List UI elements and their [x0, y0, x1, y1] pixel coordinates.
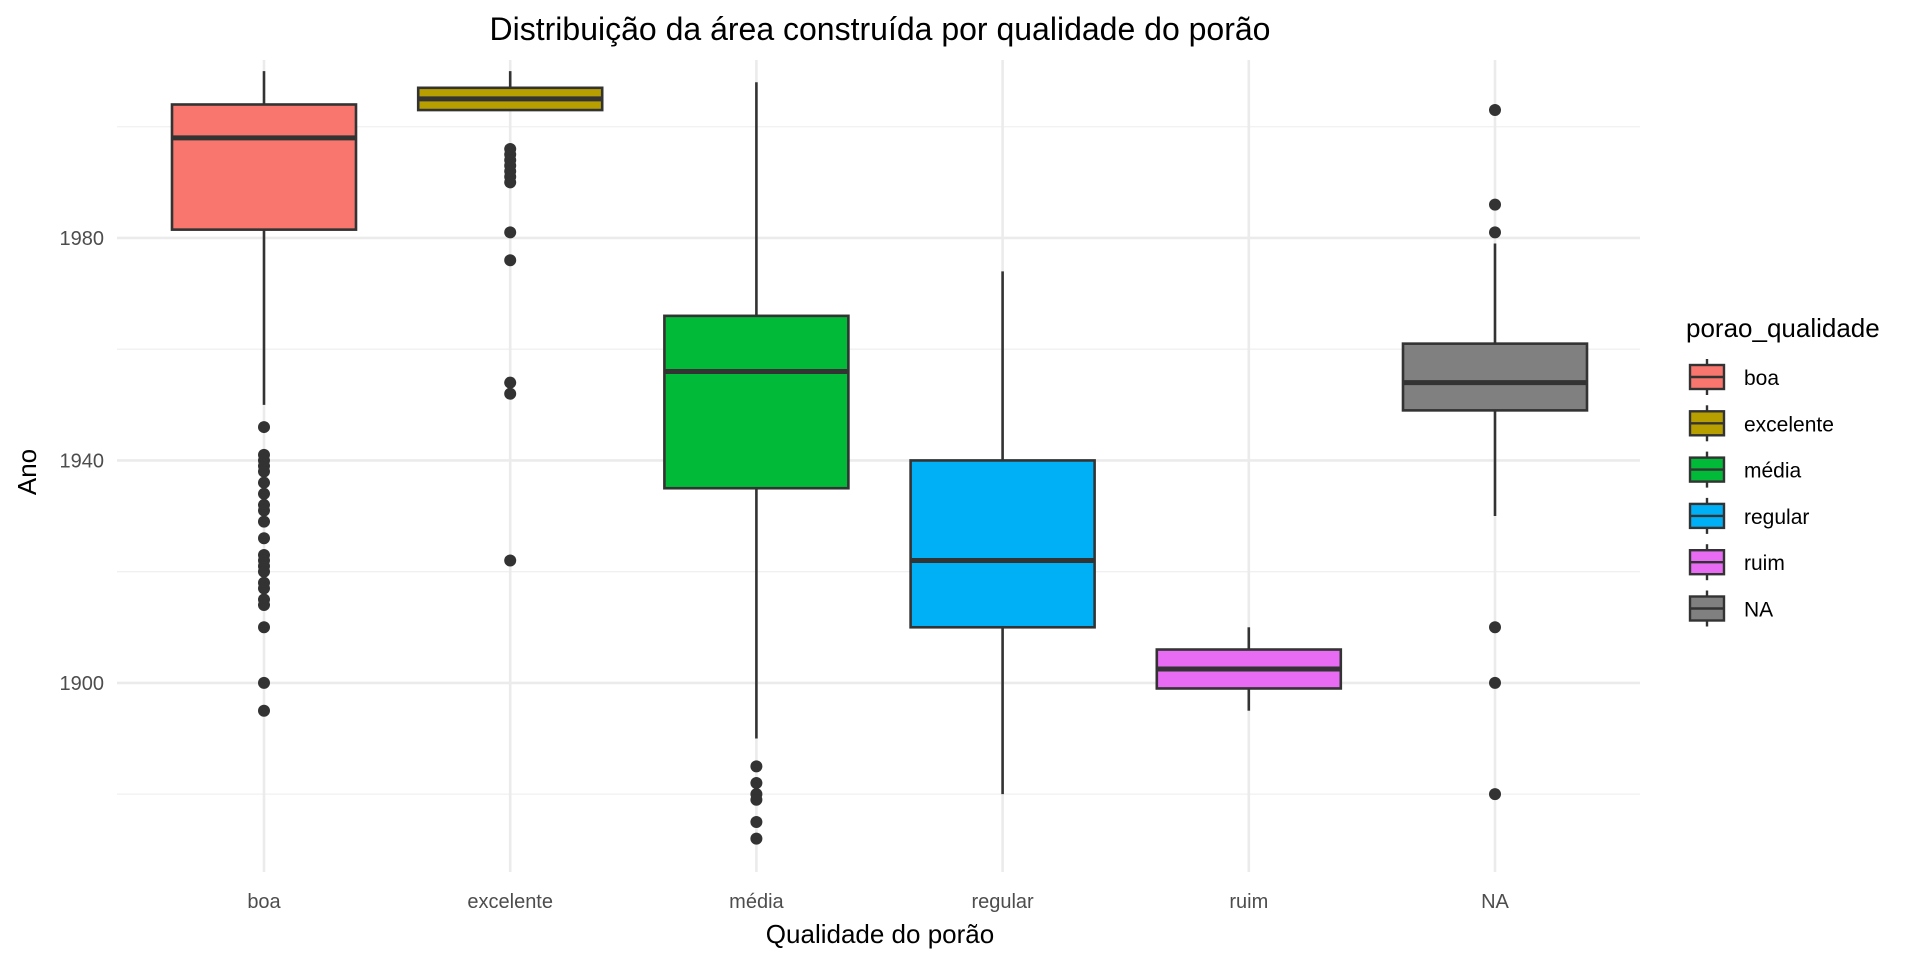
outlier-point — [504, 176, 517, 189]
outlier-point — [504, 226, 517, 239]
chart-title: Distribuição da área construída por qual… — [490, 11, 1271, 47]
outlier-point — [504, 554, 517, 567]
legend-item-boa: boa — [1688, 359, 1779, 395]
box-iqr — [170, 103, 358, 231]
outlier-point — [258, 565, 270, 578]
x-tick-label: excelente — [467, 891, 553, 913]
outlier-point — [750, 777, 763, 790]
outlier-point — [1489, 788, 1501, 801]
outlier-point — [258, 476, 270, 489]
y-tick-label: 1980 — [60, 228, 105, 250]
outlier-point — [750, 793, 763, 806]
outlier-point — [1489, 676, 1501, 689]
outlier-point — [1489, 104, 1501, 117]
outlier-point — [1489, 226, 1501, 239]
legend-label: boa — [1744, 367, 1779, 390]
x-tick-label: regular — [971, 891, 1034, 913]
x-tick-label: ruim — [1229, 891, 1268, 913]
outlier-point — [750, 832, 763, 845]
outlier-point — [504, 387, 517, 400]
box-iqr — [1401, 342, 1589, 412]
legend-item-média: média — [1688, 451, 1802, 488]
legend-item-NA: NA — [1688, 590, 1773, 627]
box-ruim — [1155, 627, 1343, 711]
axes: 1900 1940 1980 boa excelente média regular ruim… — [60, 228, 1510, 913]
outlier-point — [258, 676, 270, 689]
outlier-point — [258, 504, 270, 517]
outlier-point — [750, 815, 763, 828]
legend-item-excelente: excelente — [1688, 405, 1834, 442]
outlier-point — [258, 515, 270, 528]
box-iqr — [909, 459, 1096, 629]
box-regular — [909, 271, 1096, 795]
outlier-point — [258, 582, 270, 595]
outlier-point — [258, 599, 270, 612]
box-NA — [1401, 104, 1589, 801]
outlier-point — [258, 532, 270, 545]
outlier-point — [258, 421, 270, 434]
outlier-point — [504, 254, 517, 267]
y-axis-title: Ano — [12, 449, 42, 495]
legend-title: porao_qualidade — [1686, 313, 1880, 343]
outlier-point — [750, 760, 763, 773]
box-excelente — [416, 71, 604, 567]
outlier-point — [1489, 621, 1501, 634]
y-tick-label: 1900 — [60, 673, 105, 695]
outlier-point — [258, 487, 270, 500]
legend-label: excelente — [1744, 413, 1834, 436]
outlier-point — [1489, 198, 1501, 211]
legend-item-regular: regular — [1688, 497, 1809, 534]
legend-label: NA — [1744, 599, 1773, 622]
legend: porao_qualidade boa excelente média regular… — [1686, 313, 1880, 627]
legend-label: regular — [1744, 506, 1809, 529]
x-tick-label: boa — [247, 891, 281, 913]
outlier-point — [504, 376, 517, 389]
y-tick-label: 1940 — [60, 450, 105, 472]
outlier-point — [258, 621, 270, 634]
legend-label: média — [1744, 460, 1802, 483]
outlier-point — [258, 704, 270, 717]
legend-item-ruim: ruim — [1688, 544, 1785, 581]
x-tick-label: média — [729, 891, 784, 913]
legend-label: ruim — [1744, 552, 1785, 575]
box-média — [663, 82, 850, 845]
x-tick-label: NA — [1481, 891, 1509, 913]
outlier-point — [258, 465, 270, 478]
box-boa — [170, 71, 358, 717]
box-series — [170, 71, 1589, 845]
x-axis-title: Qualidade do porão — [766, 919, 994, 949]
box-iqr — [663, 314, 850, 490]
